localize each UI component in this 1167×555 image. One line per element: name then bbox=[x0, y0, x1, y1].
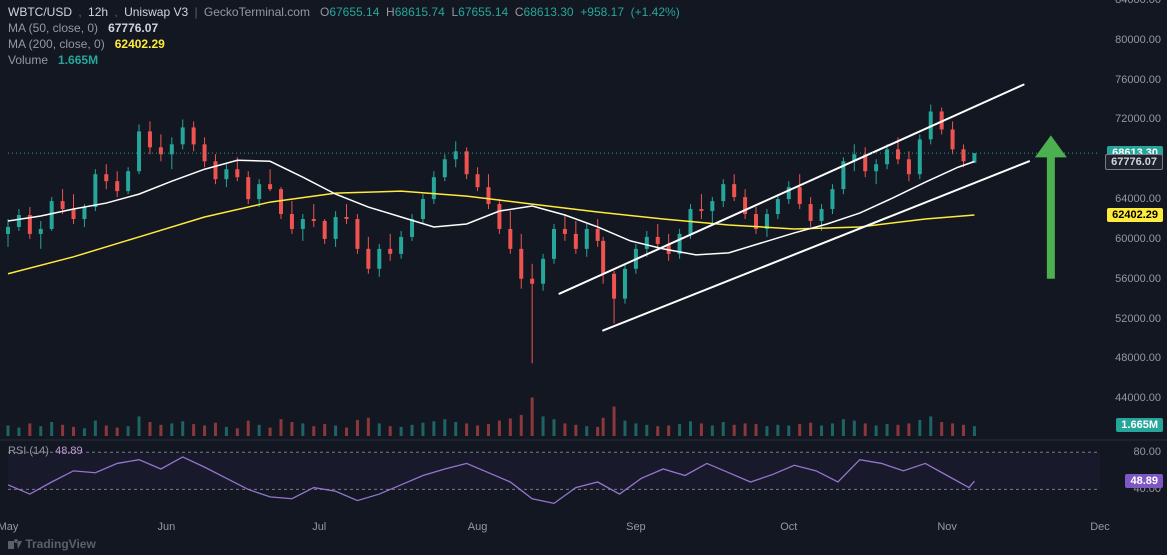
chart-root: WBTC/USD , 12h , Uniswap V3 | GeckoTermi… bbox=[0, 0, 1167, 555]
price-change: +958.17 bbox=[580, 5, 624, 19]
ma50-label[interactable]: MA (50, close, 0) bbox=[8, 21, 98, 35]
time-tick: Jul bbox=[312, 521, 326, 533]
rsi-band-label: 80.00 bbox=[1133, 446, 1161, 458]
time-tick: Nov bbox=[937, 521, 957, 533]
tradingview-logo-icon bbox=[8, 537, 22, 549]
price-tick: 80000.00 bbox=[1115, 34, 1161, 46]
time-tick: Aug bbox=[468, 521, 488, 533]
ma200-value: 62402.29 bbox=[115, 37, 165, 51]
chart-overlay bbox=[0, 0, 1167, 555]
time-tick: May bbox=[0, 521, 18, 533]
volume-value: 1.665M bbox=[58, 53, 98, 67]
price-tick: 84000.00 bbox=[1115, 0, 1161, 6]
exchange: Uniswap V3 bbox=[124, 5, 188, 19]
price-tag: 67776.07 bbox=[1105, 154, 1163, 170]
price-tick: 44000.00 bbox=[1115, 392, 1161, 404]
price-tick: 56000.00 bbox=[1115, 273, 1161, 285]
time-tick: Sep bbox=[626, 521, 646, 533]
ma50-value: 67776.07 bbox=[108, 21, 158, 35]
price-tick: 72000.00 bbox=[1115, 113, 1161, 125]
time-tick: Dec bbox=[1090, 521, 1110, 533]
time-tick: Jun bbox=[157, 521, 175, 533]
price-tick: 76000.00 bbox=[1115, 74, 1161, 86]
chart-header: WBTC/USD , 12h , Uniswap V3 | GeckoTermi… bbox=[8, 4, 680, 68]
data-source: GeckoTerminal.com bbox=[204, 5, 310, 19]
ma200-label[interactable]: MA (200, close, 0) bbox=[8, 37, 105, 51]
rsi-label: RSI (14) bbox=[8, 445, 49, 457]
ohlc-high: 68615.74 bbox=[395, 5, 445, 19]
ohlc-close: 68613.30 bbox=[524, 5, 574, 19]
time-tick: Oct bbox=[780, 521, 797, 533]
rsi-value: 48.89 bbox=[55, 445, 83, 457]
rsi-tag: 48.89 bbox=[1125, 474, 1163, 488]
volume-label[interactable]: Volume bbox=[8, 53, 48, 67]
price-tag: 62402.29 bbox=[1107, 208, 1163, 222]
price-tick: 48000.00 bbox=[1115, 352, 1161, 364]
ohlc-open: 67655.14 bbox=[329, 5, 379, 19]
interval[interactable]: 12h bbox=[88, 5, 108, 19]
price-tick: 64000.00 bbox=[1115, 193, 1161, 205]
tradingview-watermark[interactable]: TradingView bbox=[8, 537, 96, 551]
symbol[interactable]: WBTC/USD bbox=[8, 5, 72, 19]
price-change-pct: (+1.42%) bbox=[631, 5, 680, 19]
rsi-header[interactable]: RSI (14) 48.89 bbox=[8, 445, 83, 457]
price-tick: 60000.00 bbox=[1115, 233, 1161, 245]
volume-tag: 1.665M bbox=[1116, 418, 1163, 432]
price-tick: 52000.00 bbox=[1115, 313, 1161, 325]
ohlc-low: 67655.14 bbox=[458, 5, 508, 19]
